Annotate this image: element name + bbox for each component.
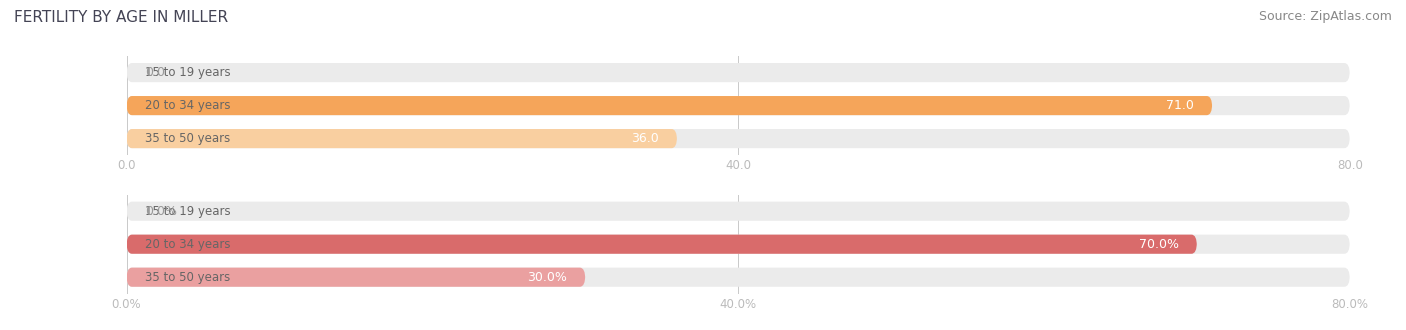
Text: 35 to 50 years: 35 to 50 years [145, 271, 231, 284]
FancyBboxPatch shape [127, 129, 1350, 148]
FancyBboxPatch shape [127, 129, 678, 148]
Text: 20 to 34 years: 20 to 34 years [145, 99, 231, 112]
Text: 20 to 34 years: 20 to 34 years [145, 238, 231, 251]
FancyBboxPatch shape [127, 235, 1350, 254]
FancyBboxPatch shape [127, 235, 1197, 254]
FancyBboxPatch shape [127, 96, 1350, 115]
FancyBboxPatch shape [127, 96, 1212, 115]
Text: 36.0: 36.0 [631, 132, 658, 145]
Text: 30.0%: 30.0% [527, 271, 567, 284]
Text: 71.0: 71.0 [1166, 99, 1194, 112]
FancyBboxPatch shape [127, 268, 585, 287]
Text: 70.0%: 70.0% [1139, 238, 1178, 251]
FancyBboxPatch shape [127, 202, 1350, 221]
Text: FERTILITY BY AGE IN MILLER: FERTILITY BY AGE IN MILLER [14, 10, 228, 25]
Text: 0.0%: 0.0% [145, 205, 177, 218]
FancyBboxPatch shape [127, 63, 1350, 82]
Text: 0.0: 0.0 [145, 66, 165, 79]
Text: 15 to 19 years: 15 to 19 years [145, 66, 231, 79]
Text: 15 to 19 years: 15 to 19 years [145, 205, 231, 218]
FancyBboxPatch shape [127, 268, 1350, 287]
Text: 35 to 50 years: 35 to 50 years [145, 132, 231, 145]
Text: Source: ZipAtlas.com: Source: ZipAtlas.com [1258, 10, 1392, 23]
